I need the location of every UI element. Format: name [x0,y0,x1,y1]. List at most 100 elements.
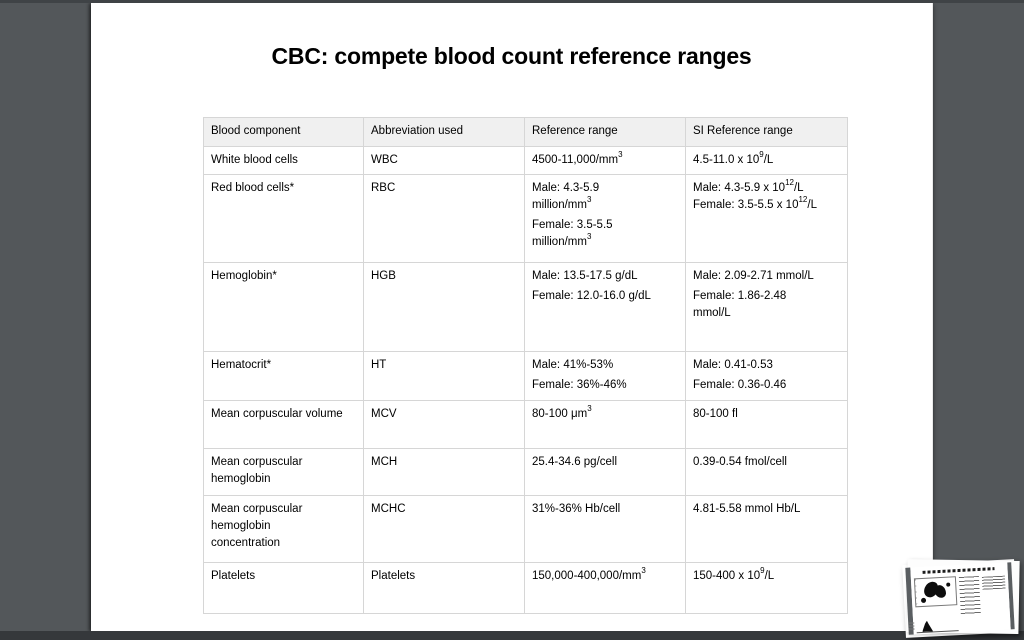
table-cell: 25.4-34.6 pg/cell [524,448,686,496]
cell-paragraph: Mean corpuscular volume [211,406,355,423]
superscript: 3 [587,404,592,414]
cell-line: MCV [371,408,397,420]
table-cell: 80-100 fl [685,400,848,449]
table-cell: 80-100 μm3 [524,400,686,449]
table-head: Blood component Abbreviation used Referenc… [203,117,848,147]
cell-paragraph: HGB [371,268,516,285]
table-cell: MCH [363,448,525,496]
superscript: 9 [760,566,765,576]
table-cell: 0.39-0.54 fmol/cell [685,448,848,496]
cell-paragraph: 80-100 μm3 [532,404,677,423]
cell-paragraph: 0.39-0.54 fmol/cell [693,454,839,471]
cell-paragraph: Male: 4.3-5.9 x 1012/L Female: 3.5-5.5 x … [693,178,839,214]
table-cell: Male: 13.5-17.5 g/dL Female: 12.0-16.0 g/… [524,262,686,352]
table-row: Red blood cells* RBC Male: 4.3-5.9 million/… [203,174,848,263]
cell-line: Red blood cells* [211,182,295,194]
cell-line: million/mm3 [532,232,592,248]
cell-paragraph: 80-100 fl [693,406,839,423]
slide: CBC: compete blood count reference range… [91,3,933,631]
column-header: Reference range [524,117,686,147]
next-slide-thumbnail[interactable] [902,559,1018,638]
cell-paragraph: Platelets [371,568,516,585]
superscript: 3 [586,195,592,205]
cell-line: Female: 3.5-5.5 x 1012/L [693,195,817,211]
cell-paragraph: 25.4-34.6 pg/cell [532,454,677,471]
table-cell: White blood cells [203,146,364,175]
table-row: Mean corpuscular volume MCV 80-100 μm3 80-1… [203,400,848,449]
cell-line: Male: 4.3-5.9 [532,182,600,194]
table-cell: Hemoglobin* [203,262,364,352]
cell-line: 80-100 μm3 [532,404,592,420]
cell-paragraph: WBC [371,152,516,169]
table-cell: Red blood cells* [203,174,364,263]
scatter-plot-thumbnail [913,576,957,608]
cbc-reference-table: Blood component Abbreviation used Referenc… [203,117,848,614]
table-row: White blood cells WBC 4500-11,000/mm3 4.5-1… [203,146,848,175]
table-cell: 4500-11,000/mm3 [524,146,686,175]
cell-line: Mean corpuscular [211,456,303,468]
table-row: Hematocrit* HT Male: 41%-53% Female: 36%-46… [203,351,848,401]
cell-line: 31%-36% Hb/cell [532,503,621,515]
cell-line: Female: 36%-46% [532,379,627,391]
cell-paragraph: MCH [371,454,516,471]
column-header: SI Reference range [685,117,848,147]
cell-line: Platelets [211,570,256,582]
cell-line: 4500-11,000/mm3 [532,150,623,166]
table-cell: Male: 4.3-5.9 million/mm3 Female: 3.5-5.5 m… [524,174,686,263]
cell-paragraph: MCV [371,406,516,423]
superscript: 12 [798,195,808,205]
table-body: White blood cells WBC 4500-11,000/mm3 4.5-1… [203,146,848,614]
screen-bottom-strip [0,631,1024,640]
cell-line: Platelets [371,570,416,582]
scatter-blob [945,582,950,587]
cell-line: White blood cells [211,154,298,166]
table-cell: Male: 4.3-5.9 x 1012/L Female: 3.5-5.5 x … [685,174,848,263]
cell-paragraph: 31%-36% Hb/cell [532,501,677,518]
cell-paragraph: Male: 4.3-5.9 million/mm3 [532,180,677,214]
cell-line: HT [371,359,387,371]
cell-line: hemoglobin [211,520,271,532]
table-row: Platelets Platelets 150,000-400,000/mm3 150… [203,562,848,614]
table-cell: Platelets [363,562,525,614]
table-cell: Male: 41%-53% Female: 36%-46% [524,351,686,401]
table-cell: Mean corpuscular volume [203,400,364,449]
slide-title: CBC: compete blood count reference range… [271,43,752,69]
table-cell: 4.5-11.0 x 109/L [685,146,848,175]
cell-line: 150-400 x 109/L [693,566,775,582]
cell-line: 150,000-400,000/mm3 [532,566,646,582]
cell-paragraph: Male: 41%-53% [532,357,677,374]
table-cell: Male: 2.09-2.71 mmol/L Female: 1.86-2.48 m… [685,262,848,352]
cell-line: MCH [371,456,398,468]
cell-paragraph: Female: 12.0-16.0 g/dL [532,288,677,305]
table-cell: Platelets [203,562,364,614]
cell-line: Female: 0.36-0.46 [693,379,787,391]
cell-line: concentration [211,537,281,549]
cell-paragraph: 4.81-5.58 mmol Hb/L [693,501,839,518]
thumbnail-legend-lines [981,575,1006,590]
cell-line: 4.5-11.0 x 109/L [693,150,774,166]
cell-paragraph: Mean corpuscular hemoglobin concentration [211,501,355,552]
table-row: Mean corpuscular hemoglobin MCH 25.4-34.6 p… [203,448,848,496]
cell-paragraph: Female: 1.86-2.48 mmol/L [693,288,839,322]
table-cell: Mean corpuscular hemoglobin [203,448,364,496]
cell-paragraph: Hemoglobin* [211,268,355,285]
cell-line: 80-100 fl [693,408,738,420]
superscript: 3 [618,150,623,160]
thumbnail-content-row [913,574,1006,618]
table-cell: WBC [363,146,525,175]
cell-line: Male: 41%-53% [532,359,614,371]
cell-line: Male: 4.3-5.9 x 1012/L [693,178,804,194]
scatter-blob [920,597,926,604]
cell-paragraph: RBC [371,180,516,197]
cell-paragraph: Male: 0.41-0.53 [693,357,839,374]
scatter-blob [932,583,947,600]
cell-line: Hemoglobin* [211,270,277,282]
cell-paragraph: 150-400 x 109/L [693,566,839,585]
cell-line: million/mm3 [532,195,592,211]
cell-line: Mean corpuscular volume [211,408,343,420]
superscript: 3 [641,566,646,576]
cell-line: RBC [371,182,396,194]
cell-paragraph: Mean corpuscular hemoglobin [211,454,355,488]
table-cell: 31%-36% Hb/cell [524,495,686,563]
presentation-stage: CBC: compete blood count reference range… [0,3,1024,638]
